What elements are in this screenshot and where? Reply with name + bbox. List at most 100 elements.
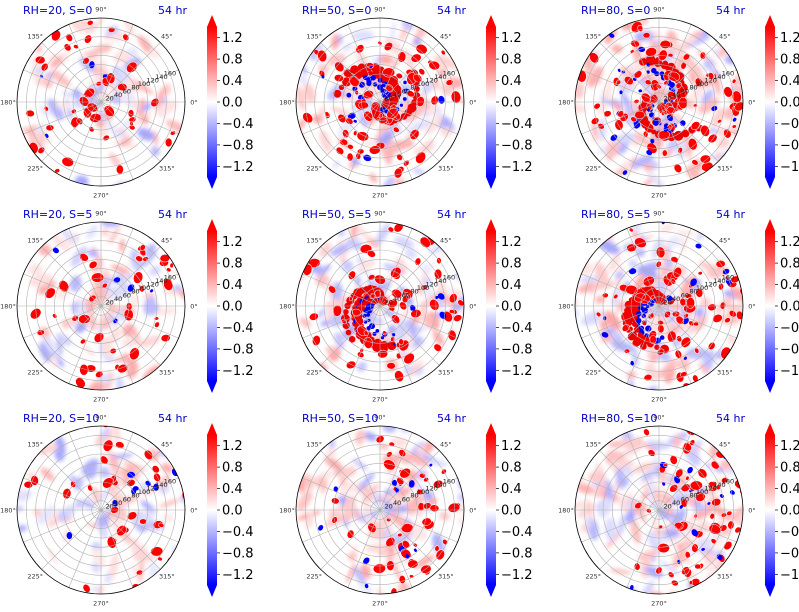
radial-tick-label: 160 bbox=[722, 477, 734, 485]
colorbar-tick-label: −0.4 bbox=[501, 321, 533, 336]
angular-grid-line bbox=[23, 69, 102, 103]
colorbar-tick-label: 0.0 bbox=[780, 300, 799, 315]
colorbar-tick-label: −0.8 bbox=[501, 342, 533, 357]
angular-grid-line bbox=[658, 509, 737, 543]
polar-frame bbox=[295, 17, 465, 187]
angular-grid-line bbox=[100, 42, 161, 103]
radial-tick-label: 160 bbox=[443, 273, 455, 281]
colorbar-tick-label: 1.2 bbox=[222, 439, 243, 454]
colorbar-tick-label: 0.8 bbox=[222, 461, 243, 476]
angular-tick-label: 0° bbox=[190, 99, 197, 107]
angular-tick-label: 180° bbox=[279, 507, 295, 515]
angular-grid-line bbox=[41, 450, 102, 511]
angular-grid-line bbox=[658, 305, 692, 384]
angular-grid-line bbox=[658, 432, 692, 511]
radial-tick-label: 20 bbox=[384, 502, 392, 510]
angular-grid-line bbox=[599, 509, 660, 570]
angular-grid-line bbox=[41, 246, 102, 307]
radial-tick-label: 100 bbox=[696, 80, 708, 88]
angular-tick-label: 90° bbox=[653, 6, 665, 14]
panel-time: 54 hr bbox=[437, 208, 466, 221]
angular-grid-line bbox=[379, 101, 413, 180]
colorbar-tick-label: 0.4 bbox=[222, 278, 243, 293]
colorbar-tick-label: −0.4 bbox=[780, 525, 799, 540]
angular-tick-label: 315° bbox=[438, 368, 454, 376]
angular-grid-line bbox=[658, 42, 719, 103]
colorbar-gradient bbox=[486, 435, 496, 585]
angular-grid-line bbox=[379, 509, 413, 588]
angular-grid-line bbox=[626, 432, 660, 511]
angular-tick-label: 225° bbox=[306, 572, 322, 580]
angular-grid-line bbox=[599, 42, 660, 103]
polar-panel: 0°45°90°135°180°225°270°315°20 40 60 801001… bbox=[558, 208, 799, 404]
colorbar-tick-label: −0.4 bbox=[501, 525, 533, 540]
polar-panel: 0°45°90°135°180°225°270°315°20 40 60 801001… bbox=[279, 208, 532, 404]
colorbar-tick-label: 0.4 bbox=[222, 482, 243, 497]
radial-tick-label: 40 bbox=[393, 295, 401, 303]
colorbar-extend-min bbox=[486, 177, 496, 189]
angular-grid-line bbox=[379, 69, 458, 103]
polar-panel: 0°45°90°135°180°225°270°315°20 40 60 801001… bbox=[558, 412, 799, 608]
radial-tick-label: 160 bbox=[443, 477, 455, 485]
radial-tick-label: 140 bbox=[713, 73, 725, 81]
angular-tick-label: 135° bbox=[27, 237, 43, 245]
angular-grid-line bbox=[658, 509, 692, 588]
colorbar-tick-label: 0.4 bbox=[780, 278, 799, 293]
angular-grid-line bbox=[302, 477, 381, 511]
angular-grid-line bbox=[41, 305, 102, 366]
angular-grid-line bbox=[41, 509, 102, 570]
colorbar-tick-label: −0.8 bbox=[780, 546, 799, 561]
colorbar-gradient bbox=[207, 435, 217, 585]
angular-grid-line bbox=[581, 509, 660, 543]
radial-tick-label: 100 bbox=[696, 488, 708, 496]
colorbar-tick-label: 0.0 bbox=[222, 300, 243, 315]
angular-grid-line bbox=[68, 305, 102, 384]
angular-tick-label: 270° bbox=[372, 600, 388, 608]
angular-tick-label: 225° bbox=[27, 572, 43, 580]
radial-tick-label: 160 bbox=[164, 477, 176, 485]
angular-grid-line bbox=[23, 477, 102, 511]
angular-grid-line bbox=[100, 246, 161, 307]
radial-tick-label: 20 bbox=[105, 502, 113, 510]
angular-grid-line bbox=[658, 305, 719, 366]
angular-grid-line bbox=[320, 450, 381, 511]
colorbar-tick-label: 0.8 bbox=[222, 257, 243, 272]
colorbar-extend-min bbox=[765, 381, 775, 393]
polar-frame bbox=[16, 17, 186, 187]
angular-grid-line bbox=[302, 509, 381, 543]
angular-grid-line bbox=[320, 42, 381, 103]
radial-tick-label: 80 bbox=[689, 288, 697, 296]
colorbar-tick-label: 0.0 bbox=[501, 300, 522, 315]
angular-grid-line bbox=[379, 450, 440, 511]
angular-tick-label: 90° bbox=[374, 414, 386, 422]
angular-tick-label: 270° bbox=[372, 396, 388, 404]
angular-tick-label: 45° bbox=[161, 237, 173, 245]
angular-tick-label: 90° bbox=[653, 210, 665, 218]
angular-grid-line bbox=[100, 101, 134, 180]
angular-grid-line bbox=[302, 273, 381, 307]
angular-tick-label: 45° bbox=[719, 237, 731, 245]
colorbar-tick-label: 0.0 bbox=[780, 96, 799, 111]
colorbar: 1.2 0.8 0.4 0.0 −0.4 −0.8 −1.2 bbox=[207, 423, 254, 597]
angular-grid-line bbox=[658, 24, 692, 103]
colorbar-tick-label: 0.8 bbox=[780, 53, 799, 68]
angular-tick-label: 270° bbox=[93, 396, 109, 404]
colorbar: 1.2 0.8 0.4 0.0 −0.4 −0.8 −1.2 bbox=[765, 15, 799, 189]
colorbar-tick-label: 1.2 bbox=[222, 235, 243, 250]
angular-grid-line bbox=[626, 101, 660, 180]
colorbar-tick-label: −0.4 bbox=[222, 525, 254, 540]
colorbar-tick-label: 1.2 bbox=[501, 439, 522, 454]
colorbar-tick-label: −0.8 bbox=[222, 546, 254, 561]
panel-title: RH=50, S=5 bbox=[302, 208, 371, 221]
radial-tick-label: 140 bbox=[434, 277, 446, 285]
colorbar-gradient bbox=[486, 231, 496, 381]
angular-grid-line bbox=[23, 305, 102, 339]
angular-tick-label: 0° bbox=[748, 507, 755, 515]
colorbar-tick-label: 0.4 bbox=[780, 74, 799, 89]
colorbar-tick-label: 0.0 bbox=[501, 96, 522, 111]
angular-tick-label: 180° bbox=[0, 303, 16, 311]
colorbar-extend-min bbox=[486, 585, 496, 597]
panel-time: 54 hr bbox=[158, 412, 187, 425]
radial-tick-label: 20 bbox=[384, 94, 392, 102]
